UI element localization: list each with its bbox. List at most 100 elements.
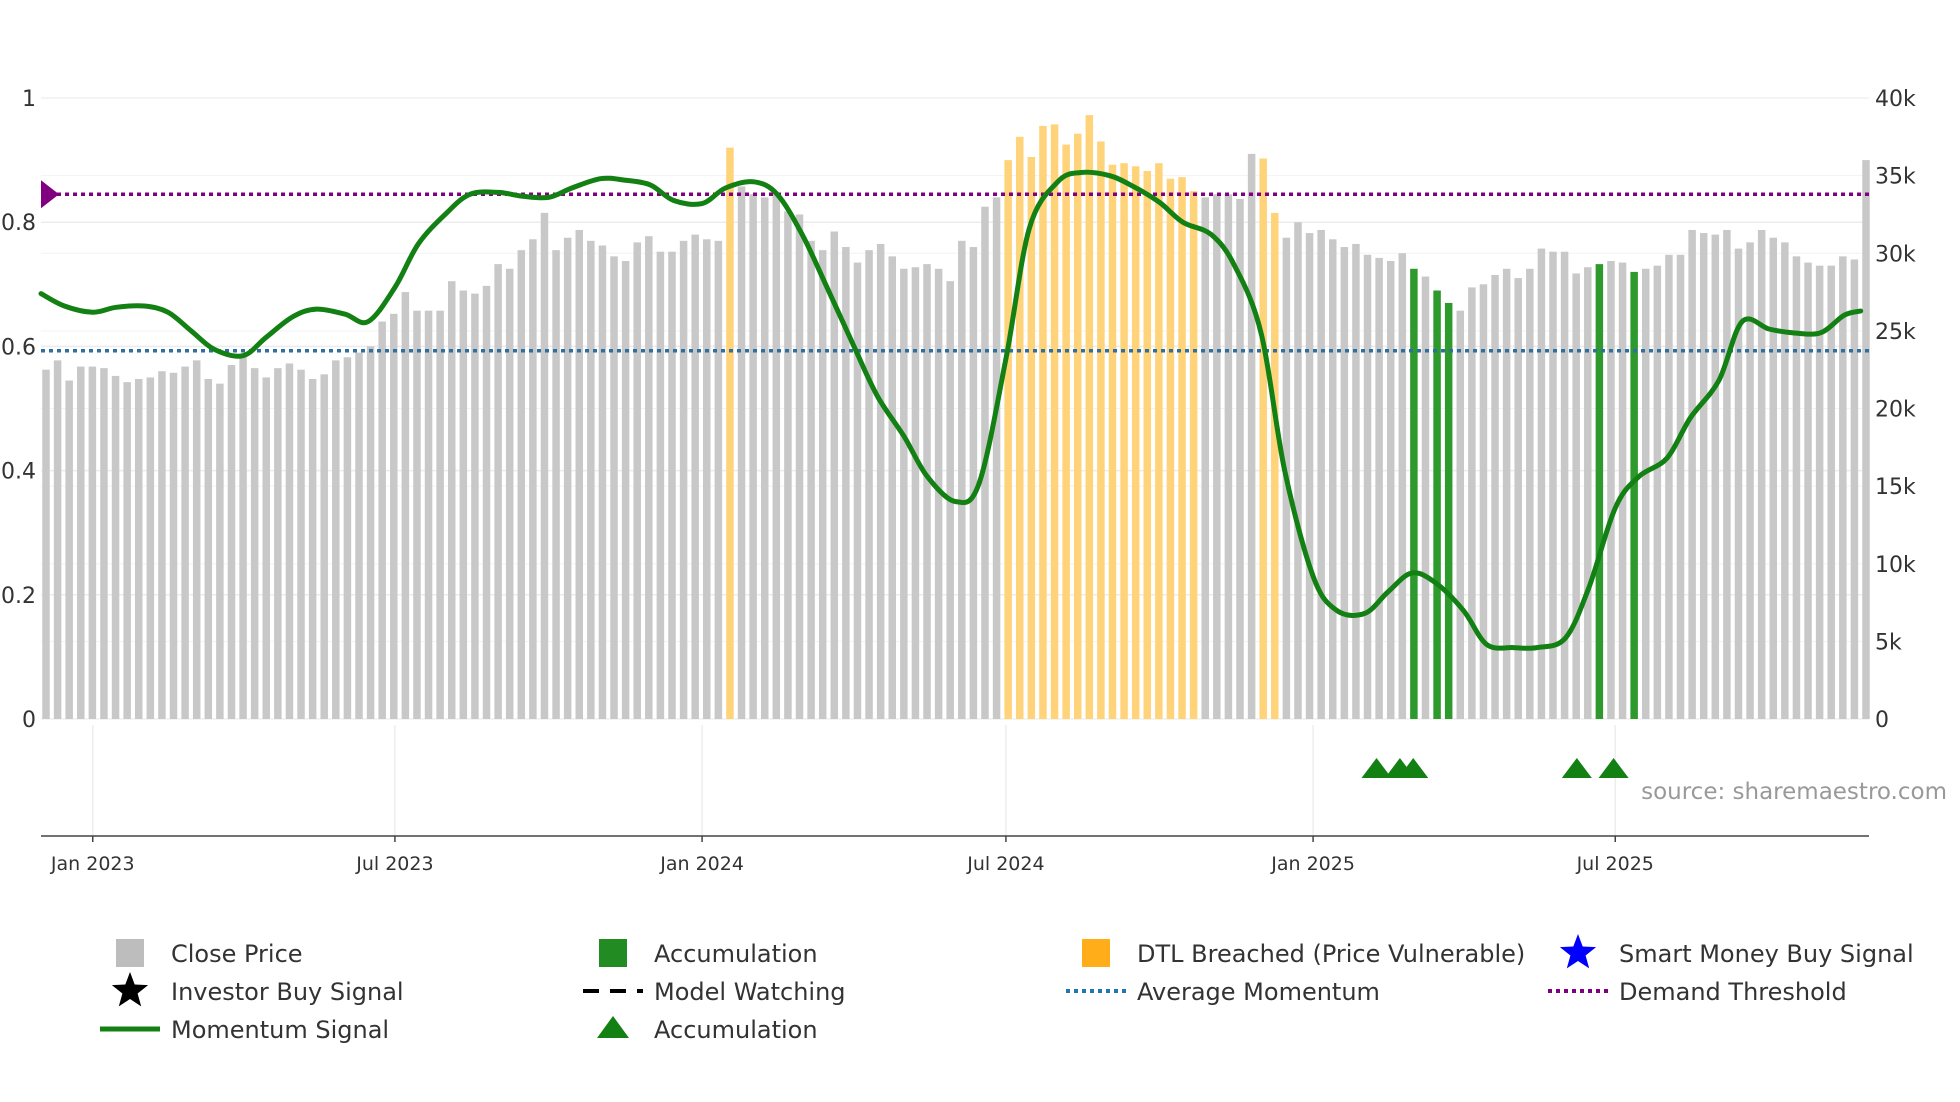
close-price-bar — [378, 321, 386, 719]
momentum-signal — [38, 169, 1864, 651]
legend-label: Average Momentum — [1137, 978, 1380, 1006]
accumulation-bar — [1410, 268, 1418, 719]
dtl-breached-bar — [1178, 177, 1186, 720]
close-price-bar — [1236, 198, 1244, 720]
close-price-bar — [447, 281, 456, 719]
close-price-bar — [436, 310, 444, 719]
dtl-breached-bar — [1131, 166, 1140, 719]
accumulation-bar — [1433, 290, 1441, 719]
dtl-breached-bar — [1155, 163, 1163, 719]
close-price-bar — [552, 250, 560, 719]
close-price-bar — [192, 360, 201, 719]
close-price-bar — [911, 267, 920, 719]
close-price-bar — [633, 242, 641, 719]
momentum-signal-line — [38, 169, 1864, 651]
close-price-bar — [424, 310, 433, 719]
price-bars — [42, 115, 1870, 720]
right-tick-label: 35k — [1875, 165, 1916, 190]
dtl-breached-bar — [1189, 191, 1198, 719]
close-price-bar — [1502, 268, 1511, 719]
close-price-bar — [204, 379, 213, 719]
accumulation-triangle — [1361, 758, 1392, 778]
close-price-bar — [65, 380, 73, 719]
legend-label: Model Watching — [654, 978, 846, 1006]
dtl-breached-bar — [1259, 158, 1267, 720]
close-price-bar — [1526, 268, 1534, 719]
close-price-bar — [563, 237, 572, 719]
dtl-breached-bar — [1097, 141, 1105, 720]
right-tick-label: 10k — [1875, 553, 1916, 578]
dtl-breached-bar — [1166, 178, 1175, 720]
close-price-bar — [1792, 256, 1801, 719]
close-price-bar — [1468, 287, 1476, 719]
close-price-bar — [1734, 248, 1743, 719]
legend-item: Model Watching — [583, 978, 846, 1006]
close-price-bar — [540, 212, 549, 719]
left-tick-label: 1 — [22, 87, 36, 112]
close-price-bar — [274, 368, 282, 719]
dtl-breached-bar — [1050, 124, 1059, 719]
close-price-bar — [1584, 267, 1592, 719]
legend-item: DTL Breached (Price Vulnerable) — [1082, 939, 1525, 968]
close-price-bar — [760, 197, 769, 720]
close-price-bar — [772, 194, 781, 719]
close-price-bar — [934, 268, 943, 719]
close-price-bar — [355, 352, 363, 719]
close-price-bar — [471, 293, 479, 719]
close-price-bar — [250, 368, 259, 719]
accumulation-triangle — [1561, 758, 1592, 778]
close-price-bar — [923, 264, 931, 719]
dtl-breached-bar — [1085, 115, 1094, 719]
close-price-bar — [401, 292, 410, 719]
legend-label: Momentum Signal — [171, 1016, 389, 1044]
source-label: source: sharemaestro.com — [1641, 779, 1947, 805]
dtl-breached-bar — [1062, 144, 1070, 719]
close-price-bar — [285, 363, 294, 719]
close-price-bar — [216, 383, 224, 719]
accumulation-bar — [1595, 264, 1604, 719]
close-price-bar — [656, 251, 665, 719]
close-price-bar — [1641, 268, 1650, 719]
close-price-bar — [1676, 254, 1685, 720]
close-price-bar — [239, 357, 247, 719]
left-tick-label: 0.6 — [1, 335, 36, 360]
close-price-bar — [1804, 262, 1812, 719]
close-price-bar — [413, 310, 421, 719]
close-price-bar — [1572, 273, 1580, 719]
close-price-bar — [123, 382, 131, 719]
close-price-bar — [1653, 265, 1662, 719]
close-price-bar — [517, 250, 526, 719]
close-price-bar — [1224, 194, 1233, 719]
legend-label: Investor Buy Signal — [171, 978, 404, 1006]
close-price-bar — [1781, 242, 1789, 719]
close-price-bar — [459, 290, 468, 719]
smart-money-buy-signal-star-icon — [1559, 934, 1597, 969]
close-price-bar — [1201, 197, 1209, 720]
close-price-bar — [1607, 261, 1615, 719]
close-price-bar — [1305, 233, 1314, 719]
right-tick-label: 40k — [1875, 87, 1916, 112]
dtl-breached-bar — [1108, 164, 1117, 719]
close-price-bar — [587, 240, 595, 719]
legend-label: Demand Threshold — [1619, 978, 1847, 1006]
close-price-bar — [529, 239, 537, 719]
close-price-bar — [1665, 254, 1673, 720]
right-tick-label: 30k — [1875, 242, 1916, 267]
close-price-bar — [1699, 233, 1708, 719]
close-price-bar — [1711, 234, 1720, 719]
close-price-bar — [390, 313, 398, 719]
close-price-bar — [795, 214, 804, 719]
legend-item: Average Momentum — [1066, 978, 1380, 1006]
close-price-bar — [111, 375, 120, 719]
x-tick-label: Jul 2023 — [355, 853, 433, 875]
close-price-bar — [842, 247, 850, 720]
x-tick-label: Jul 2024 — [966, 853, 1044, 875]
close-price-bar — [703, 239, 711, 719]
close-price-bar — [958, 240, 966, 719]
close-price-bar — [1723, 229, 1731, 719]
close-price-bar — [1479, 284, 1488, 719]
close-price-bar — [888, 256, 896, 719]
close-price-bar — [645, 236, 653, 720]
close-price-bar — [1375, 257, 1383, 719]
